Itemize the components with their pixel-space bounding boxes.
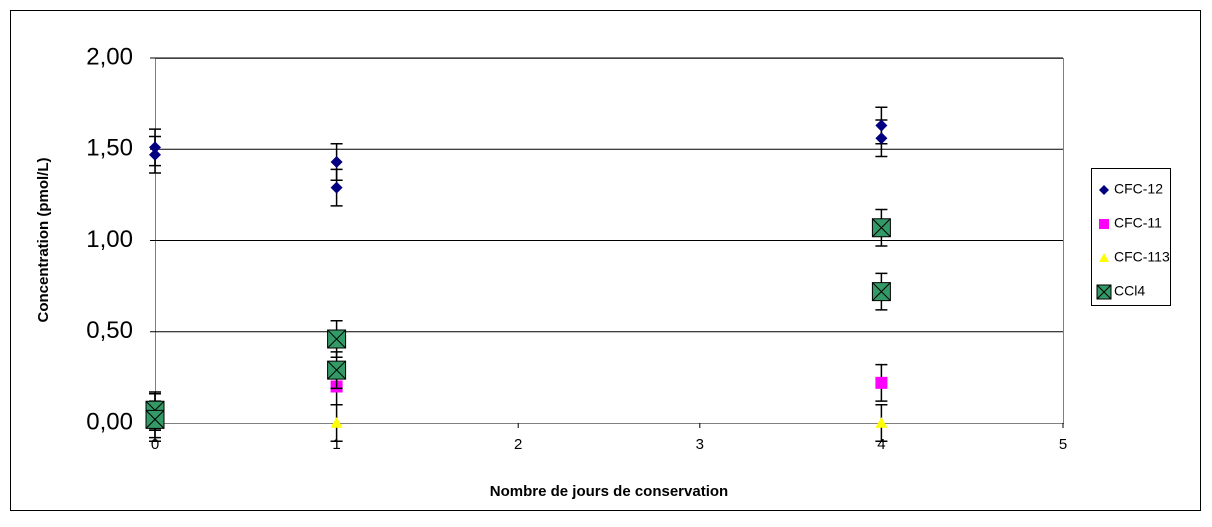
legend-marker [1096,284,1112,300]
marker [149,148,161,161]
marker [875,119,888,132]
marker [145,409,165,429]
marker [330,417,343,428]
legend-label: CFC-11 [1114,215,1162,231]
legend-label: CCl4 [1114,283,1145,299]
marker [871,282,891,302]
legend-label: CFC-12 [1114,181,1163,197]
marker [327,360,347,380]
marker [875,376,888,389]
marker [871,218,891,238]
x-tick-label: 2 [514,436,522,453]
marker [875,417,888,428]
marker [149,141,161,154]
legend-marker [1099,219,1109,229]
legend-marker [1099,253,1109,262]
y-tick-label: 2,00 [86,43,133,70]
y-tick-label: 1,00 [86,226,133,253]
marker [327,329,347,349]
marker [875,132,888,145]
x-tick-label: 1 [332,436,340,453]
marker [330,181,343,194]
x-axis-label: Nombre de jours de conservation [490,483,728,500]
legend-label: CFC-113 [1114,249,1170,265]
y-tick-label: 1,50 [86,135,133,162]
marker [330,156,343,169]
x-tick-label: 4 [877,436,885,453]
legend-marker [1099,185,1109,195]
chart-border [10,10,1201,511]
x-tick-label: 3 [696,436,704,453]
y-tick-label: 0,50 [86,317,133,344]
x-tick-label: 0 [151,436,159,453]
x-tick-label: 5 [1059,436,1067,453]
y-axis-label: Concentration (pmol/L) [35,158,52,323]
y-tick-label: 0,00 [86,408,133,435]
